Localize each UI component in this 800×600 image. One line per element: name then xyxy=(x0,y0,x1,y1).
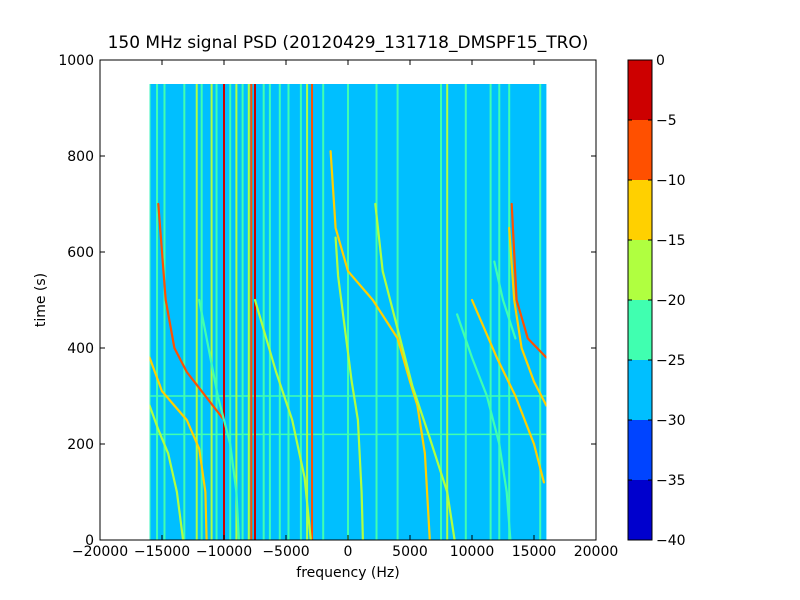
x-axis-ticks: −20000 −15000 −10000 −5000 0 5000 10000 15000 20… xyxy=(72,60,618,560)
colorbar-tick-label: −5 xyxy=(656,113,677,129)
y-axis-label: time (s) xyxy=(33,273,49,327)
doppler-track xyxy=(157,202,226,422)
doppler-track xyxy=(329,150,431,540)
colorbar-tick-label: −15 xyxy=(656,233,686,249)
y-tick-label: 600 xyxy=(67,245,94,261)
colorbar-tick-label: −10 xyxy=(656,173,686,189)
x-tick-label: −15000 xyxy=(134,544,190,560)
colorbar-band xyxy=(628,60,652,120)
colorbar-band xyxy=(628,360,652,420)
x-tick-label: −10000 xyxy=(196,544,252,560)
colorbar-tick-label: −30 xyxy=(656,413,686,429)
colorbar: −40 −35 −30 −25 −20 −15 −10 −5 0 xyxy=(627,53,686,549)
doppler-track xyxy=(198,298,240,540)
colorbar-band xyxy=(628,180,652,240)
x-tick-label: −5000 xyxy=(262,544,309,560)
y-axis-ticks: 0 200 400 600 800 1000 xyxy=(58,53,596,549)
colorbar-band xyxy=(628,120,652,180)
colorbar-band xyxy=(628,240,652,300)
y-tick-label: 800 xyxy=(67,149,94,165)
colorbar-band xyxy=(628,480,652,540)
y-tick-label: 400 xyxy=(67,341,94,357)
x-tick-label: 0 xyxy=(344,544,353,560)
colorbar-tick-label: −40 xyxy=(656,533,686,549)
spectrogram-features xyxy=(149,84,547,540)
y-tick-label: 0 xyxy=(85,533,94,549)
doppler-track xyxy=(493,260,517,340)
doppler-track xyxy=(470,298,545,484)
doppler-track xyxy=(456,313,512,540)
plot-area xyxy=(99,59,597,541)
x-tick-label: 15000 xyxy=(512,544,557,560)
x-axis-label: frequency (Hz) xyxy=(296,565,399,581)
colorbar-band xyxy=(628,300,652,360)
doppler-track xyxy=(149,404,185,540)
doppler-track xyxy=(253,298,312,540)
x-tick-label: −20000 xyxy=(72,544,128,560)
colorbar-tick-label: −20 xyxy=(656,293,686,309)
doppler-track xyxy=(374,202,456,540)
chart-title: 150 MHz signal PSD (20120429_131718_DMSP… xyxy=(108,33,589,53)
colorbar-band xyxy=(628,420,652,480)
doppler-track xyxy=(149,356,208,540)
colorbar-tick-label: 0 xyxy=(656,53,665,69)
x-tick-label: 20000 xyxy=(574,544,619,560)
colorbar-tick-label: −35 xyxy=(656,473,686,489)
doppler-track xyxy=(334,236,364,540)
spectrogram-layer xyxy=(149,84,547,540)
x-tick-label: 5000 xyxy=(392,544,428,560)
x-tick-label: 10000 xyxy=(450,544,495,560)
y-tick-label: 1000 xyxy=(58,53,94,69)
y-tick-label: 200 xyxy=(67,437,94,453)
doppler-track xyxy=(508,226,547,407)
colorbar-tick-label: −25 xyxy=(656,353,686,369)
doppler-track xyxy=(510,202,547,359)
